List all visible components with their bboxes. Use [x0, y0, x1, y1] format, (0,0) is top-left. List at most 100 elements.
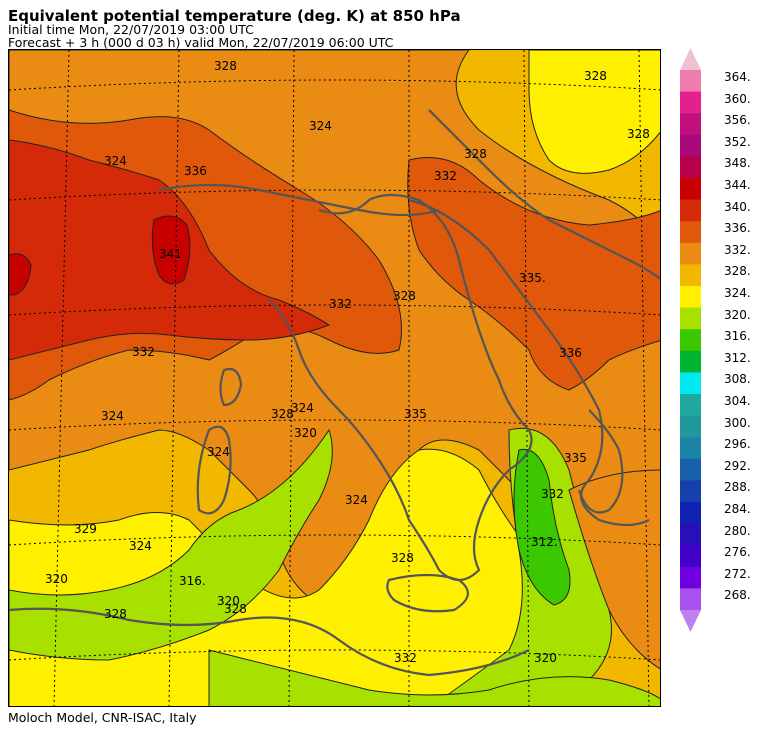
north-africa-coast	[9, 607, 530, 677]
colorbar-swatch	[680, 588, 701, 611]
contour-label: 316.	[179, 574, 206, 588]
contour-label: 324	[291, 401, 314, 415]
field-340-core-b	[9, 253, 32, 296]
contour-label: 320	[294, 426, 317, 440]
contour-label: 328	[271, 407, 294, 421]
colorbar-level-label: 284.	[724, 502, 751, 516]
colorbar-swatch	[680, 502, 701, 525]
contour-label: 328	[224, 602, 247, 616]
colorbar-level-label: 296.	[724, 437, 751, 452]
colorbar-swatch	[680, 307, 701, 330]
colorbar-swatch	[680, 156, 701, 179]
contour-label: 332	[394, 651, 417, 665]
colorbar-level-label: 360.	[724, 91, 751, 106]
colorbar-level-label: 300.	[724, 415, 751, 430]
contour-label: 320	[217, 594, 240, 608]
contour-label: 335.	[519, 271, 546, 285]
italy-coast	[268, 193, 533, 582]
field-316-south	[9, 428, 333, 661]
contour-label: 320	[45, 572, 68, 586]
contour-label: 336	[184, 164, 207, 178]
map-canvas: 328328324324328328332336341335.332335336…	[9, 50, 660, 706]
colorbar-level-label: 292.	[724, 458, 751, 473]
colorbar-level-label: 332.	[724, 242, 751, 257]
contour-label: 335	[404, 407, 427, 421]
colorbar-swatch	[680, 566, 701, 589]
contour-label: 312.	[531, 535, 558, 549]
contour-label: 324	[207, 445, 230, 459]
contour-label: 328	[464, 147, 487, 161]
colorbar-level-label: 316.	[724, 329, 751, 344]
colorbar-level-label: 288.	[724, 480, 751, 495]
field-328-east	[568, 469, 660, 670]
greece-coast	[577, 409, 624, 514]
colorbar-level-label: 352.	[724, 134, 751, 149]
colorbar-level-label: 356.	[724, 113, 751, 128]
corsica-coast	[219, 367, 243, 407]
colorbar-swatch	[680, 415, 701, 438]
contour-labels: 328328324324328328332336341335.332335336…	[45, 59, 650, 665]
colorbar-level-label: 304.	[724, 394, 751, 408]
colorbar-swatch	[680, 458, 701, 481]
field-316-coast	[208, 649, 660, 706]
colorbar-level-label: 320.	[724, 307, 751, 322]
forecast-valid-time: Forecast + 3 h (000 d 03 h) valid Mon, 2…	[8, 35, 394, 50]
colorbar-swatch	[680, 350, 701, 373]
field-332-east	[407, 157, 660, 391]
colorbar-swatch	[680, 286, 701, 309]
field-324-northeast	[528, 50, 660, 174]
map-title: Equivalent potential temperature (deg. K…	[8, 7, 461, 25]
initial-time: Initial time Mon, 22/07/2019 03:00 UTC	[8, 22, 254, 37]
contour-label: 328	[627, 127, 650, 141]
colorbar-level-label: 344.	[724, 178, 751, 192]
contour-label: 324	[345, 493, 368, 507]
colorbar-level-label: 340.	[724, 199, 751, 214]
sicily-coast	[386, 573, 469, 613]
colorbar-level-label: 268.	[724, 588, 751, 603]
colorbar-level-label: 272.	[724, 566, 751, 581]
sardinia-coast	[196, 425, 232, 515]
theta-e-map: 328 328 324 324 328 328 332 336 341 335. 332 335 336…	[8, 49, 661, 707]
colorbar-top-cap	[680, 48, 701, 70]
colorbar-swatch	[680, 437, 701, 460]
colorbar-swatch	[680, 113, 701, 136]
contour-label: 328	[214, 59, 237, 73]
contour-label: 324	[104, 154, 127, 168]
contour-label: 332	[434, 169, 457, 183]
colorbar-swatch	[680, 221, 701, 244]
colorbar-swatch	[680, 178, 701, 201]
contour-label: 320	[534, 651, 557, 665]
colorbar-bottom-cap	[680, 610, 701, 632]
field-340-core-a	[151, 215, 191, 285]
colorbar-swatch	[680, 199, 701, 222]
contour-label: 328	[104, 607, 127, 621]
colorbar-level-label: 348.	[724, 156, 751, 171]
contour-label: 332	[329, 297, 352, 311]
colorbar-swatch	[680, 523, 701, 546]
contour-label: 329	[74, 522, 97, 536]
colorbar-swatch	[680, 394, 701, 417]
colorbar-level-label: 276.	[724, 545, 751, 560]
colorbar-level-label: 280.	[724, 523, 751, 538]
coastlines	[9, 109, 660, 677]
colorbar-swatch	[680, 134, 701, 157]
contour-label: 324	[129, 539, 152, 553]
graticule	[9, 50, 660, 706]
border-inland	[428, 109, 660, 280]
colorbar-swatch	[680, 372, 701, 395]
colorbar-swatch	[680, 329, 701, 352]
colorbar-level-label: 364.	[724, 70, 751, 84]
contour-label: 336	[559, 346, 582, 360]
contour-label: 328	[391, 551, 414, 565]
contour-label: 324	[101, 409, 124, 423]
alps-border	[158, 183, 440, 217]
colorbar-swatch	[680, 264, 701, 287]
contour-label: 332	[132, 345, 155, 359]
contour-label: 324	[309, 119, 332, 133]
colorbar-level-label: 324.	[724, 286, 751, 300]
model-credit: Moloch Model, CNR-ISAC, Italy	[8, 710, 197, 725]
contour-label: 332	[541, 487, 564, 501]
colorbar-swatch	[680, 480, 701, 503]
colorbar-swatch	[680, 91, 701, 114]
